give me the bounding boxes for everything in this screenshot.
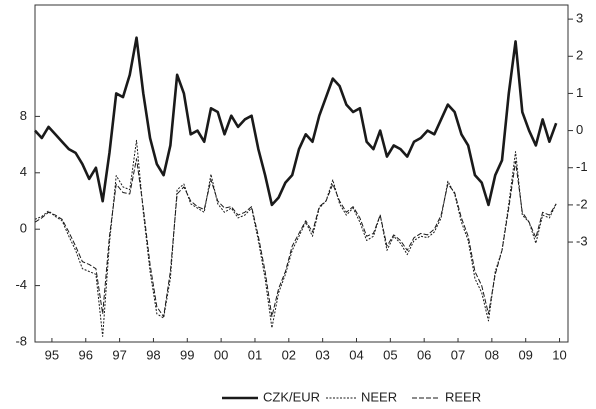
series-line [34,36,558,207]
y2-tick-label: -1 [576,159,588,174]
y-tick-label: -8 [15,333,27,348]
x-tick-label: 08 [485,347,499,362]
x-tick-label: 03 [315,347,329,362]
x-tick-label: 04 [349,347,363,362]
legend-label: REER [445,389,481,404]
y2-tick-label: -3 [576,233,588,248]
x-tick-label: 95 [45,347,59,362]
x-tick-label: 01 [248,347,262,362]
x-tick-label: 07 [451,347,465,362]
y-tick-label: 8 [20,108,27,123]
y2-tick-label: 3 [576,11,583,26]
x-tick-label: 00 [214,347,228,362]
y2-tick-label: 2 [576,48,583,63]
x-tick-label: 09 [518,347,532,362]
y-tick-label: 4 [20,164,27,179]
x-tick-label: 97 [112,347,126,362]
x-tick-label: 05 [383,347,397,362]
x-tick-label: 96 [79,347,93,362]
plot-frame [34,4,569,343]
x-tick-label: 10 [552,347,566,362]
series-line [34,158,557,318]
legend-label: CZK/EUR [263,389,320,404]
y2-tick-label: 0 [576,122,583,137]
x-tick-label: 99 [180,347,194,362]
x-tick-label: 02 [282,347,296,362]
x-tick-label: 06 [417,347,431,362]
y-tick-label: -4 [15,277,27,292]
y-tick-label: 0 [20,221,27,236]
x-tick-label: 98 [146,347,160,362]
legend-label: NEER [361,389,397,404]
y2-tick-label: -2 [576,196,588,211]
y2-tick-label: 1 [576,85,583,100]
series-line [34,139,557,337]
